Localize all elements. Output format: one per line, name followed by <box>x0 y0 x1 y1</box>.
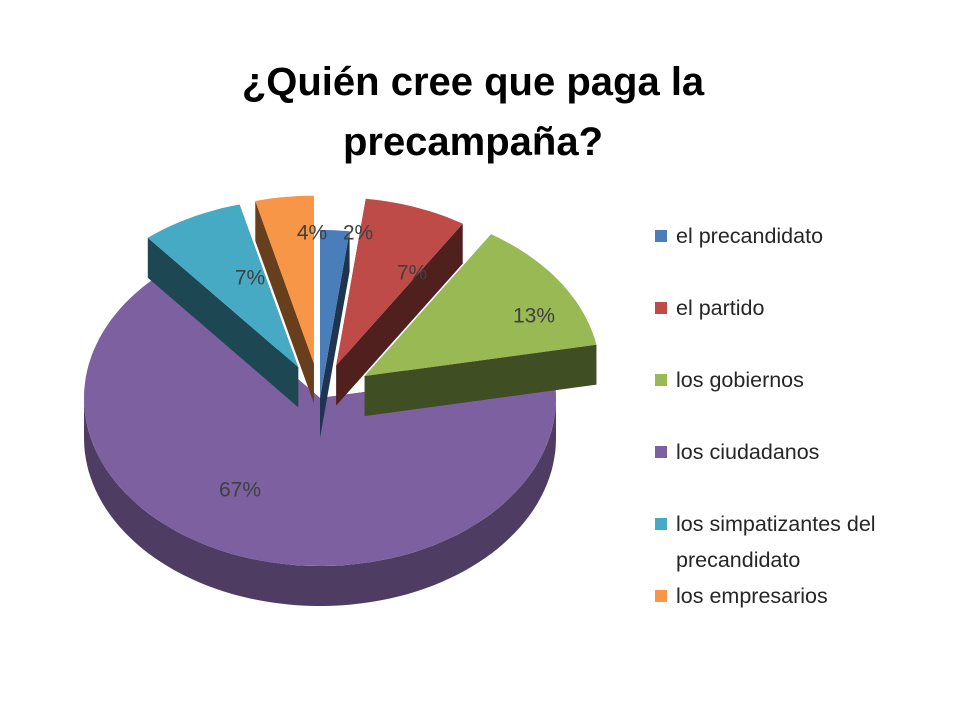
legend-label-line: precandidato <box>676 548 801 572</box>
data-label-ciudadanos: 67% <box>219 479 261 502</box>
slice-wall-ciudadanos <box>84 398 556 606</box>
legend-label-empresarios: los empresarios <box>676 578 946 614</box>
legend-swatch-gobiernos <box>655 374 667 386</box>
chart-title-line-2: precampaña? <box>342 120 604 164</box>
data-label-empresarios: 4% <box>297 222 327 245</box>
legend-swatch-empresarios <box>655 590 667 602</box>
slice-top-partido <box>336 198 463 366</box>
data-label-simpatizantes: 7% <box>235 267 265 290</box>
legend-swatch-partido <box>655 302 667 314</box>
slice-side-precandidato-1 <box>320 231 350 438</box>
chart-title: ¿Quién cree que paga la precampaña? <box>0 52 946 172</box>
slice-side-empresarios-0 <box>255 200 314 404</box>
slice-top-gobiernos <box>364 234 597 377</box>
pie-slice-empresarios <box>255 195 314 404</box>
legend-label-line: el partido <box>676 296 765 320</box>
legend-swatch-simpatizantes <box>655 518 667 530</box>
legend-label-line: el precandidato <box>676 224 824 248</box>
legend-swatch-ciudadanos <box>655 446 667 458</box>
pie-slice-gobiernos <box>364 234 597 417</box>
slice-side-simpatizantes-0 <box>147 237 299 408</box>
slice-side-partido-1 <box>336 223 463 406</box>
legend-label-ciudadanos: los ciudadanos <box>676 434 946 470</box>
data-label-precandidato: 2% <box>343 222 373 245</box>
slice-top-simpatizantes <box>147 204 299 368</box>
legend-label-line: los ciudadanos <box>676 440 820 464</box>
legend-label-gobiernos: los gobiernos <box>676 362 946 398</box>
slice-top-empresarios <box>255 195 314 364</box>
legend-label-precandidato: el precandidato <box>676 218 946 254</box>
legend-label-line: los simpatizantes del <box>676 512 876 536</box>
data-label-partido: 7% <box>397 262 427 285</box>
legend-swatch-precandidato <box>655 230 667 242</box>
pie-slice-precandidato <box>320 230 350 438</box>
legend-label-line: los gobiernos <box>676 368 804 392</box>
pie-slice-simpatizantes <box>147 204 299 408</box>
slice-side-gobiernos-1 <box>364 344 597 417</box>
legend-label-line: los empresarios <box>676 584 828 608</box>
slice-top-precandidato <box>320 230 350 398</box>
data-label-gobiernos: 13% <box>513 305 555 328</box>
chart-title-line-1: ¿Quién cree que paga la <box>241 60 705 104</box>
legend-label-partido: el partido <box>676 290 946 326</box>
legend-label-simpatizantes: los simpatizantes del precandidato <box>676 506 946 578</box>
pie-slice-partido <box>336 198 463 406</box>
